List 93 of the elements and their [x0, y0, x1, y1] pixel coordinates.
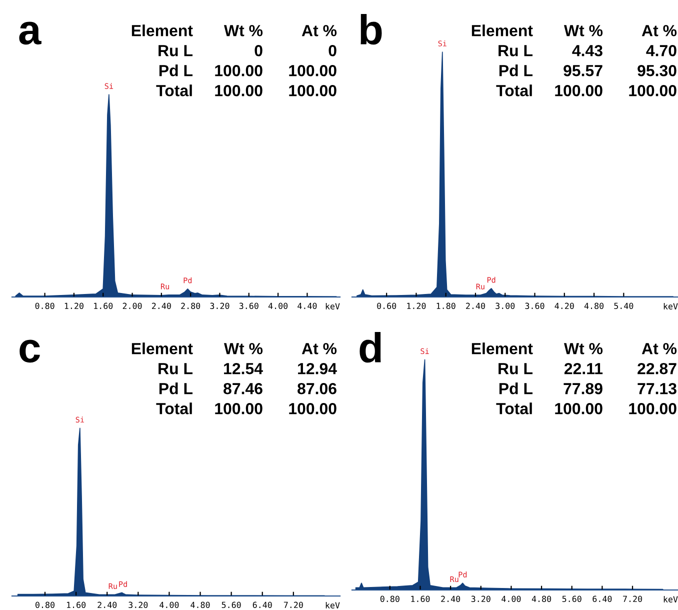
annotation: 100.00 — [289, 84, 336, 96]
text: Ru L — [158, 363, 193, 374]
chart-title: a — [19, 22, 42, 45]
x-tick-label: 5.60 — [222, 602, 241, 608]
text: At % — [302, 25, 337, 36]
x-tick-label: 2.40 — [441, 596, 460, 602]
x-tick-label: 3.20 — [128, 602, 148, 608]
annotation: 4.43 — [572, 44, 602, 56]
x-tick-label: 6.40 — [252, 602, 272, 608]
text: Element — [132, 342, 193, 354]
x-tick-label: 3.20 — [471, 596, 490, 602]
x-tick-label: 0.80 — [35, 302, 54, 310]
x-tick-label: 1.20 — [407, 302, 426, 310]
text: Pd L — [159, 382, 193, 394]
x-tick-label: 3.60 — [525, 302, 544, 310]
x-tick-label: 2.40 — [152, 302, 171, 310]
x-tick-label: 4.00 — [502, 596, 521, 602]
x-tick-label: 1.20 — [64, 302, 84, 310]
annotation: 95.30 — [638, 64, 676, 76]
text: At % — [642, 25, 677, 36]
text: Wt % — [224, 343, 263, 354]
x-tick-label: 4.80 — [532, 596, 552, 602]
text: 100.00 — [289, 402, 336, 414]
annotation: Pd L — [499, 64, 533, 76]
text: 87.06 — [298, 382, 336, 394]
x-tick-label: 2.40 — [466, 302, 485, 310]
text: 0 — [254, 44, 262, 56]
x-tick-label: 1.60 — [67, 602, 86, 608]
x-tick-label: 3.20 — [210, 302, 230, 310]
text: 0 — [328, 44, 336, 56]
x-tick-label: 4.00 — [160, 602, 179, 608]
x-tick-label: 4.40 — [298, 302, 317, 310]
x-tick-label: 7.20 — [623, 596, 642, 602]
annotation: 77.13 — [638, 382, 676, 394]
text: 100.00 — [215, 402, 262, 414]
x-axis-title: keV — [664, 302, 678, 310]
chart-title: b — [360, 14, 382, 45]
x-axis-title: keV — [326, 602, 340, 608]
x-tick-label: 4.00 — [268, 302, 288, 310]
text: 12.54 — [224, 362, 263, 374]
annotation: Total — [496, 402, 532, 414]
text: 100.00 — [289, 64, 336, 76]
text: 100.00 — [215, 64, 262, 76]
x-tick-label: 4.80 — [190, 602, 210, 608]
annotation: Ru L — [498, 45, 533, 56]
chart-title: d — [360, 332, 381, 363]
text: Element — [132, 24, 193, 36]
text: 87.46 — [224, 382, 262, 394]
text: Pd L — [159, 64, 193, 76]
x-tick-label: 0.80 — [36, 602, 54, 608]
x-tick-label: 1.60 — [411, 596, 430, 602]
x-tick-label: 2.00 — [122, 302, 142, 310]
x-tick-label: 4.80 — [584, 302, 604, 310]
x-tick-label: 5.60 — [562, 596, 582, 602]
text: 12.94 — [298, 362, 337, 374]
annotation: 100.00 — [215, 84, 262, 96]
annotation: 100.00 — [555, 402, 602, 414]
text: Element — [472, 342, 533, 354]
x-tick-label: 2.80 — [181, 302, 200, 310]
x-tick-label: 2.40 — [98, 602, 117, 608]
x-tick-label: 3.60 — [239, 302, 258, 310]
annotation: Total — [156, 84, 192, 96]
text: At % — [642, 343, 677, 354]
annotation: 95.57 — [564, 64, 602, 76]
annotation: Total — [496, 84, 532, 96]
text: Wt % — [564, 343, 603, 354]
text: Wt % — [224, 25, 263, 36]
x-tick-label: 6.40 — [592, 596, 612, 602]
x-axis-title: keV — [326, 302, 340, 310]
text: At % — [302, 343, 337, 354]
text: Total — [156, 402, 192, 414]
annotation: 100.00 — [629, 84, 676, 96]
x-axis-title: keV — [664, 596, 678, 602]
text: Wt % — [564, 25, 603, 36]
annotation: 100.00 — [629, 402, 676, 414]
text: Ru L — [158, 45, 193, 56]
text: Element — [472, 24, 533, 36]
x-tick-label: 1.60 — [94, 302, 113, 310]
x-tick-label: 0.60 — [377, 302, 396, 310]
x-tick-label: 5.40 — [614, 302, 634, 310]
annotation: 77.89 — [564, 382, 602, 394]
annotation: 22.87 — [638, 362, 676, 374]
annotation: 4.70 — [646, 44, 676, 56]
annotation: 22.11 — [564, 362, 603, 374]
x-tick-label: 1.80 — [436, 302, 456, 310]
x-tick-label: 3.00 — [496, 302, 515, 310]
annotation: Ru L — [498, 363, 533, 374]
annotation: Pd L — [499, 382, 533, 394]
chart-title: c — [20, 340, 40, 363]
x-tick-label: 4.20 — [554, 302, 574, 310]
x-tick-label: 0.80 — [380, 596, 400, 602]
x-tick-label: 7.20 — [284, 602, 303, 608]
annotation: 100.00 — [555, 84, 602, 96]
